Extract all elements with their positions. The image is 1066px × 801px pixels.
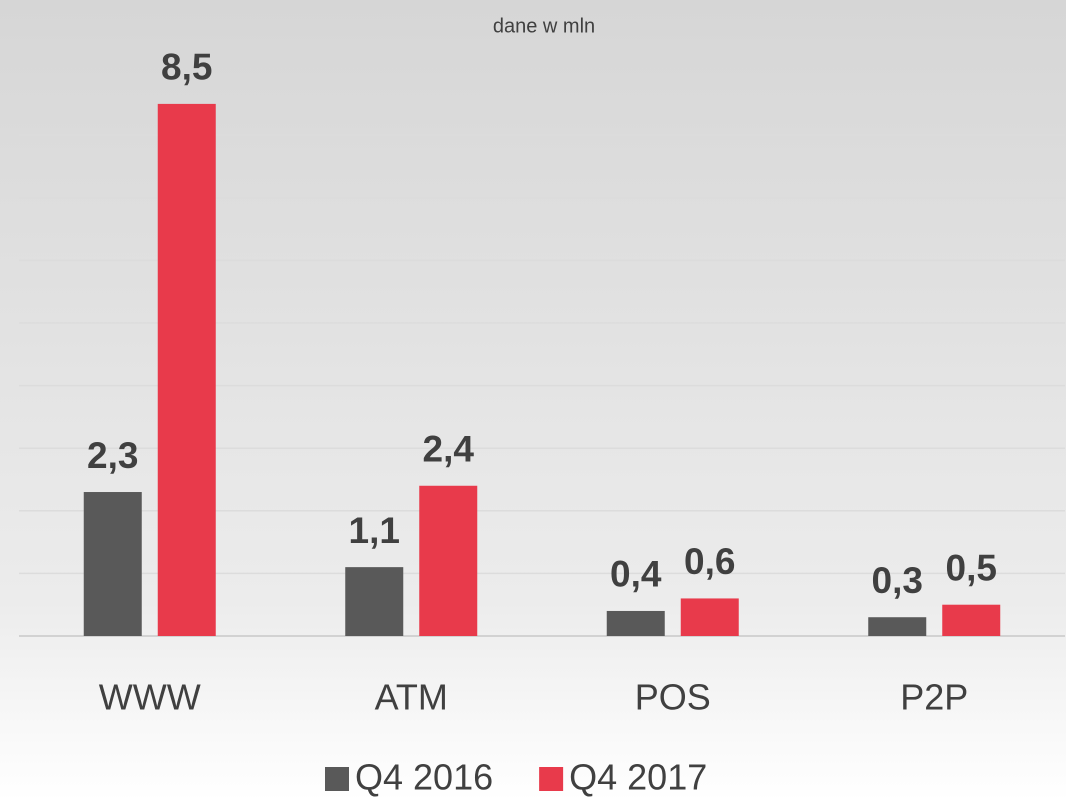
bar (942, 604, 1001, 636)
bar (419, 485, 478, 636)
data-label: 0,5 (946, 547, 997, 588)
data-label: 1,1 (349, 510, 400, 551)
data-label: 2,4 (423, 429, 475, 470)
bar (868, 617, 927, 636)
data-label: 2,3 (87, 435, 138, 476)
legend-label: Q4 2016 (355, 757, 493, 798)
data-label: 0,6 (684, 541, 735, 582)
legend-label: Q4 2017 (569, 757, 707, 798)
x-tick-label: ATM (375, 677, 448, 718)
chart-subtitle: dane w mln (493, 15, 595, 37)
data-label: 8,5 (161, 47, 212, 88)
legend-swatch (539, 767, 564, 791)
legend-swatch (325, 767, 349, 791)
data-label: 0,4 (610, 554, 662, 595)
x-tick-label: P2P (900, 677, 968, 718)
bar (83, 492, 142, 636)
bar (606, 610, 665, 636)
x-tick-label: POS (635, 677, 711, 718)
bar (157, 103, 216, 636)
bar (680, 598, 739, 636)
data-label: 0,3 (872, 560, 923, 601)
bar (345, 567, 404, 636)
x-tick-label: WWW (99, 677, 201, 718)
